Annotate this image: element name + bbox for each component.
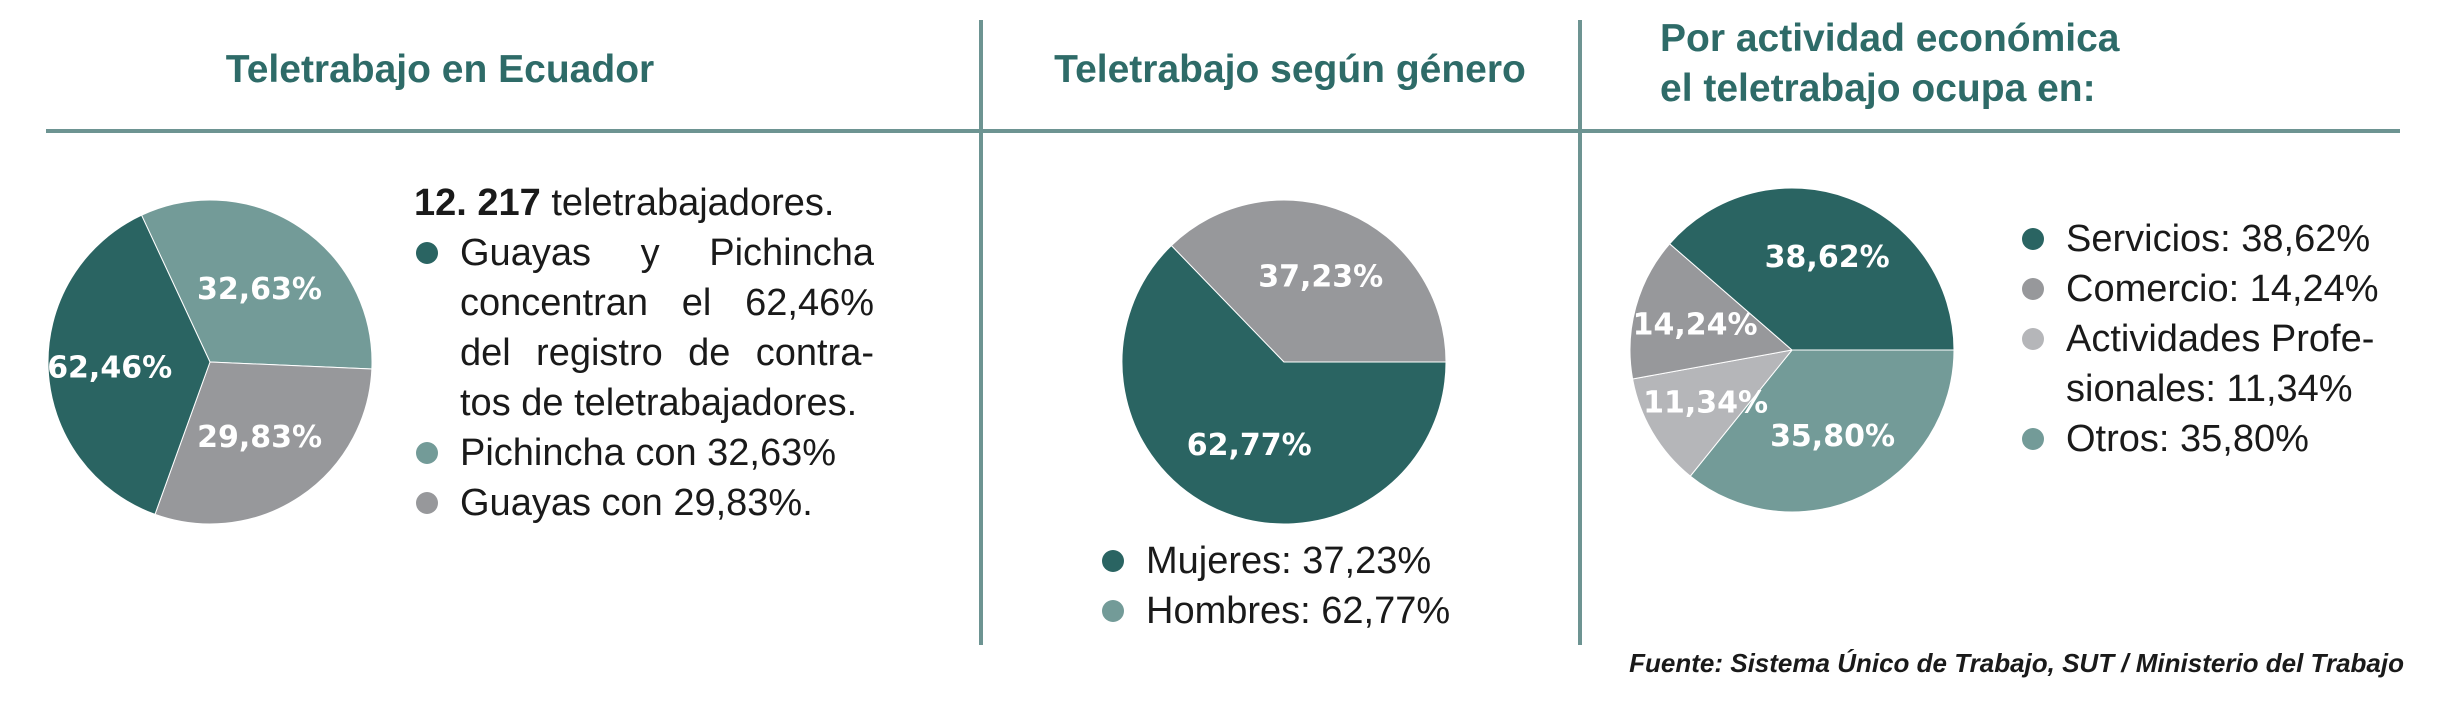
pie-slice — [1170, 199, 1447, 363]
pie-chart-gender: 62,77% 37,23% — [1121, 199, 1447, 525]
section1-rule — [46, 129, 981, 133]
pie-slice — [1121, 244, 1447, 525]
total-count: 12. 217 teletrabajadores. — [414, 178, 874, 228]
list-item: Guayas con 29,83%. — [414, 478, 874, 528]
total-count-number: 12. 217 — [414, 182, 541, 224]
bullet-text: Guayas con 29,83%. — [460, 482, 813, 524]
pie-slice — [47, 214, 211, 516]
legend-item: Hombres: 62,77% — [1100, 586, 1540, 636]
legend-item: Comercio: 14,24% — [2020, 264, 2440, 314]
divider-2 — [1578, 20, 1582, 645]
bullet-light-teal-icon — [2022, 428, 2044, 450]
list-item: Guayas y Pichincha concentran el 62,46% … — [414, 228, 874, 428]
bullet-text: Pichincha con 32,63% — [460, 432, 837, 474]
pie-slice — [1629, 243, 1794, 380]
pie-slice-label: 32,63% — [197, 272, 322, 307]
total-count-label: teletrabajadores. — [540, 182, 835, 224]
legend-item: Otros: 35,80% — [2020, 414, 2440, 464]
pie-chart-activity: 35,80%11,34% 14,24%38,62% — [1629, 187, 1955, 513]
legend-item: Mujeres: 37,23% — [1100, 536, 1540, 586]
section2-title: Teletrabajo según género — [1054, 48, 1526, 91]
pie-slice-label: 35,80% — [1770, 419, 1895, 454]
legend-text: Actividades Profe- — [2066, 318, 2375, 360]
bullet-text: Guayas y Pichincha concentran el 62,46% … — [460, 232, 874, 424]
pie-slice-label: 14,24% — [1633, 307, 1758, 342]
legend-text: Otros: 35,80% — [2066, 418, 2309, 460]
legend-item-continuation: sionales: 11,34% — [2020, 364, 2440, 414]
pie-slice-label: 62,46% — [47, 351, 172, 386]
divider-1 — [979, 20, 983, 645]
section2-rule — [983, 129, 1578, 133]
pie-slice — [154, 361, 373, 525]
section3-legend: Servicios: 38,62% Comercio: 14,24% Activ… — [2020, 214, 2440, 464]
pie-slice — [1632, 349, 1794, 477]
legend-text: Comercio: 14,24% — [2066, 268, 2379, 310]
pie-slice — [1668, 187, 1955, 351]
section1-title: Teletrabajo en Ecuador — [225, 48, 655, 91]
pie-slice-label: 38,62% — [1765, 240, 1890, 275]
section3-rule — [1582, 129, 2400, 133]
legend-item: Servicios: 38,62% — [2020, 214, 2440, 264]
pie-slice-label: 62,77% — [1187, 428, 1312, 463]
list-item: Pichincha con 32,63% — [414, 428, 874, 478]
pie-slice — [140, 199, 373, 370]
legend-text: Mujeres: 37,23% — [1146, 540, 1432, 582]
section3-title: Por actividad económica el teletrabajo o… — [1660, 14, 2360, 114]
section1-text: 12. 217 teletrabajadores. Guayas y Pichi… — [414, 178, 874, 528]
bullet-gray-icon — [2022, 278, 2044, 300]
bullet-light-gray-icon — [2022, 328, 2044, 350]
pie-slice-label: 11,34% — [1643, 385, 1768, 420]
bullet-light-teal-icon — [416, 442, 438, 464]
section3-title-line1: Por actividad económica — [1660, 17, 2120, 60]
pie-chart-ecuador: 32,63% 29,83% 62,46% — [47, 199, 373, 525]
bullet-gray-icon — [416, 492, 438, 514]
section3-title-line2: el teletrabajo ocupa en: — [1660, 67, 2096, 110]
source-note: Fuente: Sistema Único de Trabajo, SUT / … — [1629, 648, 2404, 678]
legend-item: Actividades Profe- — [2020, 314, 2440, 364]
section2-legend: Mujeres: 37,23% Hombres: 62,77% — [1100, 536, 1540, 636]
bullet-dark-teal-icon — [416, 242, 438, 264]
bullet-dark-teal-icon — [1102, 550, 1124, 572]
bullet-dark-teal-icon — [2022, 228, 2044, 250]
pie-slice — [1689, 349, 1955, 513]
bullet-light-teal-icon — [1102, 600, 1124, 622]
legend-text: sionales: 11,34% — [2066, 368, 2353, 410]
pie-slice-label: 29,83% — [197, 420, 322, 455]
pie-slice-label: 37,23% — [1258, 260, 1383, 295]
legend-text: Hombres: 62,77% — [1146, 590, 1451, 632]
legend-text: Servicios: 38,62% — [2066, 218, 2371, 260]
